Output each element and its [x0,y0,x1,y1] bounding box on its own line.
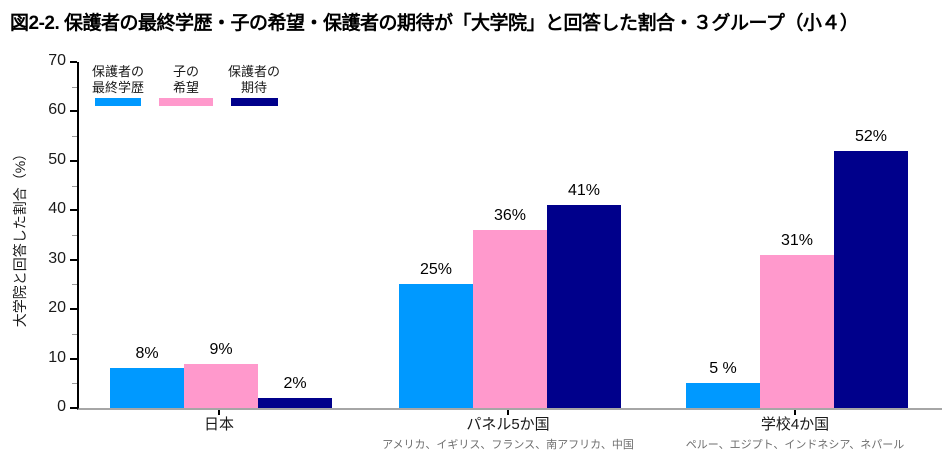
bar-保護者の最終学歴: 25% [399,261,473,408]
legend-label: 子の 希望 [173,64,200,95]
bar-value-label: 8% [135,345,159,363]
bar-保護者の期待: 52% [834,128,908,408]
bar-子の希望: 36% [473,207,547,408]
y-minor-tick-mark [72,86,77,88]
y-tick-mark [70,61,77,63]
bar-value-label: 36% [493,207,527,225]
y-minor-tick-mark [72,136,77,138]
bar-value-label: 2% [283,375,307,393]
legend-item-child-hope: 子の 希望 [159,64,214,107]
y-tick-label: 50 [48,150,66,168]
bar-value-label: 9% [209,340,233,358]
y-tick-label: 30 [48,249,66,267]
legend-item-parent-education: 保護者の 最終学歴 [92,64,145,107]
category-label-3: 学校4か国 [760,416,830,433]
legend-label: 保護者の 最終学歴 [92,64,145,95]
y-tick-mark [70,159,77,162]
y-tick-mark [70,258,77,261]
bar-group-2: 25% 36% 41% [399,182,621,408]
category-label-2: パネル5か国 [466,416,550,433]
y-minor-tick-mark [72,185,77,187]
bar-子の希望: 9% [184,341,258,408]
bar-value-label: 52% [854,127,888,145]
y-tick-label: 70 [48,52,66,69]
chart-title: 図2-2. 保護者の最終学歴・子の希望・保護者の期待が「大学院」と回答した割合・… [10,13,859,34]
x-tick-mark [507,410,509,415]
legend-item-parent-expectation: 保護者の 期待 [228,64,281,107]
bar-保護者の期待: 41% [547,182,621,408]
y-minor-tick-mark [72,235,77,236]
y-minor-tick-mark [72,333,77,335]
legend-swatch-pink [159,98,214,107]
y-tick-label: 0 [57,398,66,415]
y-minor-tick-mark [72,383,77,385]
y-tick-label: 40 [48,200,66,218]
bar-value-label: 31% [780,231,814,249]
bar-value-label: 25% [419,261,453,279]
bar-value-label: 41% [567,182,601,200]
y-tick-label: 10 [48,348,66,366]
legend-label: 保護者の 期待 [228,64,281,95]
y-axis-label: 大学院と回答した割合（%） [12,146,28,328]
legend-swatch-navy [230,98,278,107]
y-tick-mark [70,308,77,311]
y-tick-label: 20 [48,299,66,317]
y-tick-label: 60 [48,101,66,119]
category-label-1: 日本 [203,416,234,433]
category-sublabel-2: アメリカ、イギリス、フランス、南アフリカ、中国 [382,439,634,451]
y-tick-mark [70,209,77,212]
plot-area: 保護者の 最終学歴 子の 希望 保護者の 期待 8% 9% 2% 25% 36% 41% 5… [77,62,942,410]
x-tick-mark [218,410,220,415]
bar-group-1: 8% 9% 2% [110,341,332,408]
bar-保護者の最終学歴: 5 % [686,360,760,408]
bar-保護者の期待: 2% [258,375,332,408]
bar-value-label: 5 % [709,360,737,378]
legend: 保護者の 最終学歴 子の 希望 保護者の 期待 [92,64,281,107]
y-tick-mark [70,357,77,360]
legend-swatch-blue [95,98,141,107]
bar-group-3: 5 % 31% 52% [686,128,908,408]
x-tick-mark [794,410,796,415]
category-sublabel-3: ペルー、エジプト、インドネシア、ネパール [685,439,905,451]
bar-子の希望: 31% [760,232,834,408]
y-tick-mark [70,407,77,409]
y-minor-tick-mark [72,284,77,286]
y-tick-mark [70,110,77,113]
bar-保護者の最終学歴: 8% [110,345,184,408]
